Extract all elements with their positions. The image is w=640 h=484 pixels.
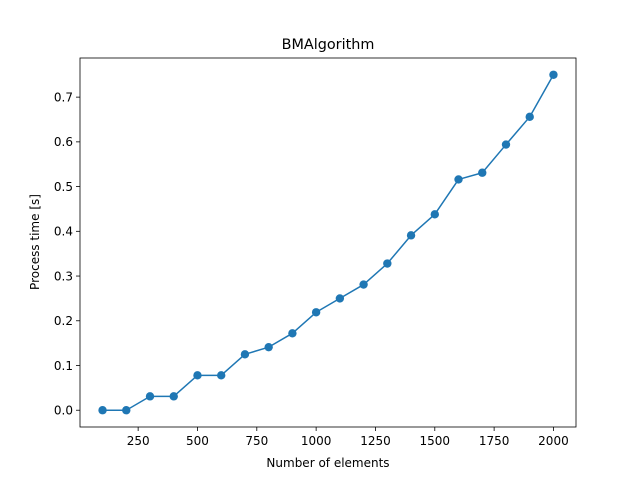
x-tick-label: 1250 bbox=[360, 434, 391, 448]
data-point bbox=[264, 342, 273, 352]
data-point bbox=[549, 70, 558, 79]
data-point bbox=[240, 350, 250, 359]
chart-title: BMAlgorithm bbox=[282, 37, 375, 53]
data-point bbox=[454, 175, 463, 184]
data-point bbox=[406, 231, 416, 240]
y-tick-label: 0.5 bbox=[54, 180, 73, 194]
data-point bbox=[193, 371, 202, 380]
data-point bbox=[430, 210, 439, 219]
x-tick-label: 1500 bbox=[420, 434, 451, 448]
x-tick-label: 750 bbox=[245, 434, 268, 448]
data-point bbox=[169, 392, 178, 401]
y-tick-label: 0.1 bbox=[54, 359, 73, 373]
data-point bbox=[311, 308, 321, 317]
x-tick-label: 250 bbox=[127, 434, 150, 448]
data-point bbox=[217, 371, 226, 380]
data-point bbox=[145, 392, 155, 401]
data-point bbox=[359, 280, 368, 289]
y-tick-label: 0.4 bbox=[54, 225, 73, 239]
data-point bbox=[122, 406, 131, 415]
y-tick-label: 0.0 bbox=[54, 404, 73, 418]
y-tick-label: 0.6 bbox=[54, 135, 73, 149]
data-point bbox=[98, 406, 107, 415]
data-point bbox=[383, 259, 392, 268]
data-point bbox=[525, 112, 534, 122]
data-point bbox=[501, 140, 511, 149]
y-tick-label: 0.2 bbox=[54, 314, 73, 328]
data-point bbox=[335, 294, 345, 303]
data-point bbox=[288, 329, 297, 338]
plot-area: 250 500 750 1000 1250 1500 1750 2000 0.0 0.1 0.2 0.… bbox=[54, 57, 577, 448]
x-tick-label: 500 bbox=[186, 434, 209, 448]
axes-frame bbox=[79, 57, 577, 428]
x-tick-label: 2000 bbox=[538, 434, 569, 448]
y-tick-label: 0.7 bbox=[54, 90, 73, 104]
data-point bbox=[478, 168, 487, 177]
y-axis-label: Process time [s] bbox=[28, 194, 42, 290]
x-tick-label: 1000 bbox=[301, 434, 332, 448]
y-tick-label: 0.3 bbox=[54, 269, 73, 283]
x-axis-label: Number of elements bbox=[266, 456, 389, 470]
x-tick-label: 1750 bbox=[479, 434, 510, 448]
